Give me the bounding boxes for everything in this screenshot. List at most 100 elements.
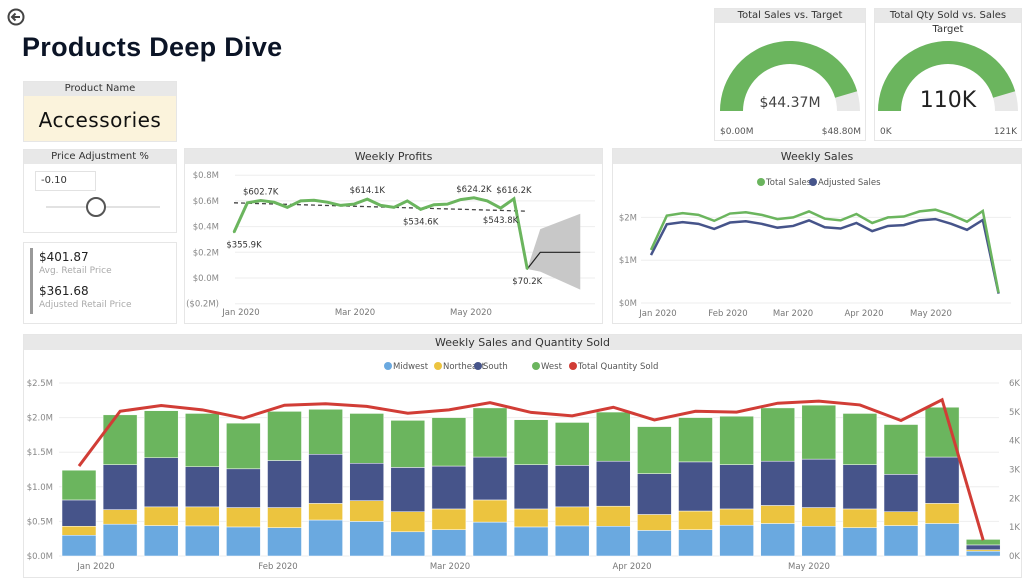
y2-tick-label: 1K [1009, 523, 1020, 533]
bar-west [596, 411, 631, 462]
profit-point [246, 201, 249, 204]
profit-point [486, 199, 489, 202]
product-name-label: Product Name [24, 82, 176, 96]
bar-west [554, 422, 590, 466]
bar-west [513, 419, 549, 465]
legend-marker [434, 362, 442, 370]
profit-point [446, 203, 449, 206]
bar-northeast [431, 508, 467, 530]
gauge-max: $48.80M [822, 127, 861, 137]
bar-midwest [226, 526, 261, 557]
legend-label: Total Sales [765, 178, 812, 188]
page-title: Products Deep Dive [22, 32, 283, 62]
y-tick-label: $0.2M [193, 248, 219, 258]
back-arrow-icon[interactable] [7, 8, 25, 26]
profit-point [259, 199, 262, 202]
y-tick-label: $1.5M [27, 448, 53, 458]
profit-point [392, 206, 395, 209]
y-tick-label: $0.0M [193, 274, 219, 284]
legend-label: Total Quantity Sold [577, 362, 658, 372]
bar-west [842, 413, 878, 465]
bar-south [226, 468, 261, 508]
bar-west [61, 469, 97, 501]
data-label: $624.2K [456, 185, 492, 195]
bar-northeast [554, 506, 590, 527]
bar-northeast [596, 505, 631, 527]
bar-northeast [513, 508, 549, 528]
bar-northeast [472, 499, 508, 523]
bar-midwest [390, 531, 426, 557]
bar-west [883, 424, 919, 475]
bar-northeast [267, 507, 302, 528]
profit-point [499, 207, 502, 210]
y2-tick-label: 6K [1009, 379, 1020, 389]
legend-label: Northeast [443, 362, 486, 372]
profit-point [366, 198, 369, 201]
profit-point [526, 267, 529, 270]
bar-south [554, 465, 590, 508]
y-tick-label: $1.0M [27, 483, 53, 493]
x-tick-label: Apr 2020 [612, 562, 651, 572]
bar-midwest [472, 521, 508, 557]
bar-northeast [102, 509, 138, 525]
weekly-profits-plot: $0.8M $0.6M $0.4M $0.2M $0.0M ($0.2M)Jan 2020… [186, 171, 595, 318]
bar-northeast [349, 500, 384, 522]
y-tick-label: ($0.2M) [186, 300, 219, 310]
y2-tick-label: 4K [1009, 437, 1020, 447]
bar-northeast [924, 503, 960, 524]
profit-point [286, 206, 289, 209]
bar-south [760, 460, 795, 506]
weekly-sales-qty-plot: $2.5M $2.0M $1.5M $1.0M $0.5M $0.0M 6K 5K 4K 3K 2K… [27, 362, 1020, 572]
profit-point [272, 201, 275, 204]
weekly-profits-chart: Weekly Profits $0.8M $0.6M $0.4M $0.2M $0.0M… [184, 148, 603, 324]
profit-point [326, 201, 329, 204]
bar-west [760, 407, 795, 462]
x-tick-label: Apr 2020 [844, 309, 883, 319]
gauge-min: $0.00M [720, 127, 754, 137]
data-label: $534.6K [403, 217, 439, 227]
bar-west [308, 409, 343, 455]
profit-point [233, 231, 235, 234]
y-tick-label: $2M [619, 213, 637, 223]
gauge-total-qty: Total Qty Sold vs. Sales Target 110K 0K 12… [874, 8, 1022, 141]
x-tick-label: May 2020 [910, 309, 952, 319]
legend-label: West [541, 362, 563, 372]
product-name-value[interactable]: Accessories [38, 108, 162, 132]
profit-point [339, 204, 342, 207]
price-adjustment-label: Price Adjustment % [24, 150, 176, 164]
bar-northeast [637, 514, 672, 531]
bar-west [965, 539, 1001, 546]
y-tick-label: $0.0M [27, 552, 53, 562]
x-tick-label: May 2020 [450, 308, 492, 318]
bar-midwest [596, 525, 631, 557]
bar-midwest [965, 550, 1001, 557]
chart-title: Weekly Sales and Quantity Sold [24, 335, 1021, 350]
profit-point [459, 198, 462, 201]
profit-point [299, 199, 302, 202]
avg-retail-price-label: Avg. Retail Price [39, 266, 112, 276]
price-adjustment-slider-handle[interactable] [86, 197, 106, 217]
bar-south [431, 465, 467, 510]
bar-northeast [308, 503, 343, 521]
x-tick-label: Mar 2020 [430, 562, 470, 572]
bar-south [349, 463, 384, 501]
bar-northeast [801, 507, 837, 527]
data-label: $614.1K [350, 186, 386, 196]
bar-south [596, 460, 631, 507]
legend-label: South [483, 362, 508, 372]
bar-northeast [390, 511, 426, 533]
adjusted-retail-price-value: $361.68 [39, 284, 89, 298]
profit-point [512, 197, 515, 200]
price-adjustment-input[interactable]: -0.10 [35, 171, 96, 191]
gauge-total-qty-svg: 110K 0K 121K [878, 40, 1018, 137]
y-tick-label: $0.8M [193, 171, 219, 181]
legend-label: Adjusted Sales [818, 178, 881, 188]
bar-south [267, 460, 302, 508]
profit-point [472, 196, 475, 199]
legend-marker [474, 362, 482, 370]
bar-south [842, 464, 878, 510]
gauge-total-sales: Total Sales vs. Target $44.37M $0.00M $48.… [714, 8, 866, 141]
forecast-line [526, 251, 581, 270]
x-tick-label: Jan 2020 [638, 309, 676, 319]
